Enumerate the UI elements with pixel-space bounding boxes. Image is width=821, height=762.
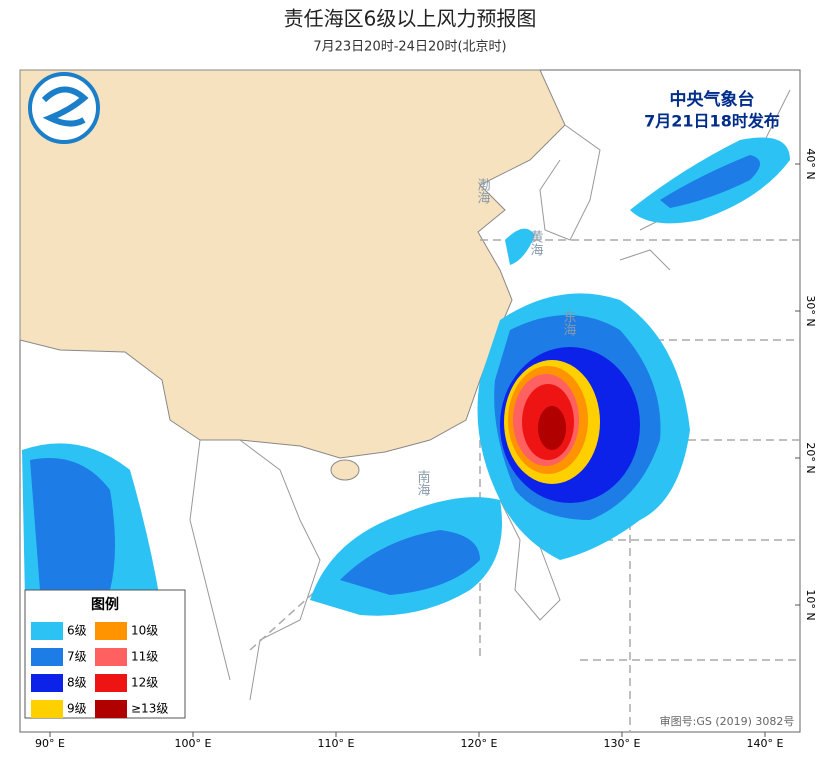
subtitle: 7月23日20时-24日20时(北京时) [313, 40, 506, 55]
china-land [19, 69, 566, 459]
legend-swatch [95, 648, 127, 666]
lon-tick-label: 140° E [747, 737, 784, 750]
sea-label: 东海 [561, 310, 577, 336]
legend-label: 6级 [67, 624, 87, 638]
lon-tick-label: 100° E [175, 737, 212, 750]
legend-swatch [95, 674, 127, 692]
legend-swatch [31, 674, 63, 692]
lat-tick-label: 20° N [804, 442, 817, 473]
legend-label: 11级 [131, 650, 158, 664]
legend-swatch [95, 622, 127, 640]
legend-swatch [31, 700, 63, 718]
legend-swatch [31, 622, 63, 640]
legend-title: 图例 [91, 596, 119, 613]
sea-label: 渤海 [475, 177, 491, 204]
lon-tick-label: 90° E [35, 737, 65, 750]
wind-area [340, 530, 480, 595]
korea-outline [539, 124, 601, 241]
lon-tick-label: 130° E [604, 737, 641, 750]
lon-tick-label: 120° E [461, 737, 498, 750]
wind-area [660, 155, 760, 208]
legend-label: 12级 [131, 676, 158, 690]
issue-time: 7月21日18时发布 [644, 112, 780, 131]
title: 责任海区6级以上风力预报图 [284, 7, 537, 31]
lon-tick-label: 110° E [318, 737, 355, 750]
hainan [330, 459, 360, 481]
sea-label: 南海 [415, 469, 431, 496]
map: 渤海 黄海 东海 南海 中央气象台 7月21日18时发布 审图号:GS (201… [19, 69, 817, 750]
sea-labels: 渤海 黄海 东海 南海 [415, 177, 577, 496]
logo [28, 72, 100, 144]
philippines-outline [499, 499, 561, 621]
sea-label: 黄海 [528, 230, 544, 256]
legend: 图例 6级 7级 8级 9级 10级 11级 12级 ≥13级 [24, 589, 186, 719]
axes: 90° E 100° E 110° E 120° E 130° E 140° E 10° N… [35, 148, 817, 750]
approval-number: 审图号:GS (2019) 3082号 [660, 714, 795, 728]
wind-area [538, 406, 566, 450]
legend-label: 9级 [67, 702, 87, 716]
legend-label: 8级 [67, 676, 87, 690]
wind-areas [22, 137, 790, 616]
wind-area [505, 228, 535, 265]
lat-tick-label: 40° N [804, 148, 817, 179]
lat-tick-label: 30° N [804, 295, 817, 326]
issuer: 中央气象台 [670, 89, 755, 110]
legend-label: 10级 [131, 624, 158, 638]
legend-label: 7级 [67, 650, 87, 664]
legend-label: ≥13级 [131, 702, 168, 716]
legend-swatch [31, 648, 63, 666]
lat-tick-label: 10° N [804, 589, 817, 620]
wind-area [30, 458, 115, 590]
legend-swatch [95, 700, 127, 718]
